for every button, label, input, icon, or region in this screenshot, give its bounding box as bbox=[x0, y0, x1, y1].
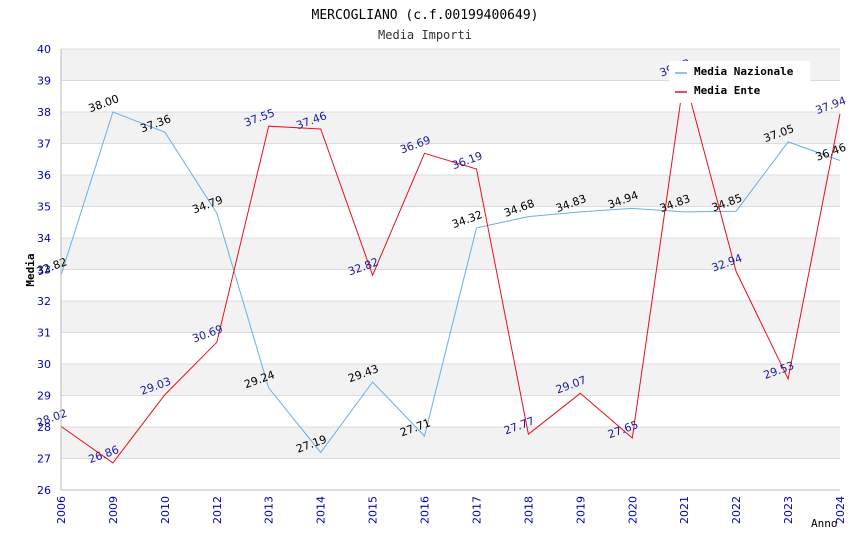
x-tick-label: 2016 bbox=[419, 496, 432, 524]
x-tick-label: 2006 bbox=[55, 496, 68, 524]
x-tick-label: 2024 bbox=[834, 496, 847, 524]
y-tick-label: 38 bbox=[37, 106, 51, 119]
axes: 26 27 28 29 30 31 32 33 34 35 36 37 38 39 40 2006 2009 20… bbox=[37, 43, 847, 524]
y-tick-label: 26 bbox=[37, 484, 51, 497]
legend-label-media-nazionale: Media Nazionale bbox=[694, 65, 794, 78]
y-tick-label: 34 bbox=[37, 232, 51, 245]
x-tick-label: 2009 bbox=[107, 496, 120, 524]
y-tick-label: 36 bbox=[37, 169, 51, 182]
y-tick-label: 27 bbox=[37, 453, 51, 466]
x-tick-label: 2014 bbox=[315, 496, 328, 524]
series-line-media-nazionale bbox=[60, 111, 841, 454]
y-tick-label: 31 bbox=[37, 327, 51, 340]
x-tick-label: 2020 bbox=[626, 496, 639, 524]
y-axis-title: Media bbox=[24, 253, 37, 286]
x-tick-label: 2021 bbox=[678, 496, 691, 524]
x-tick-label: 2015 bbox=[367, 496, 380, 524]
legend-box bbox=[669, 61, 810, 103]
y-tick-label: 35 bbox=[37, 201, 51, 214]
x-tick-label: 2018 bbox=[522, 496, 535, 524]
x-tick-label: 2010 bbox=[159, 496, 172, 524]
chart-subtitle: Media Importi bbox=[378, 28, 472, 42]
x-tick-label: 2023 bbox=[782, 496, 795, 524]
plot-band bbox=[61, 238, 840, 270]
x-tick-label: 2022 bbox=[730, 496, 743, 524]
x-tick-label: 2012 bbox=[211, 496, 224, 524]
x-tick-label: 2019 bbox=[574, 496, 587, 524]
plot-band bbox=[61, 175, 840, 207]
y-tick-label: 33 bbox=[37, 264, 51, 277]
plot-bands bbox=[61, 49, 840, 459]
y-tick-label: 28 bbox=[37, 421, 51, 434]
y-tick-label: 29 bbox=[37, 390, 51, 403]
plot-band bbox=[61, 301, 840, 333]
y-tick-label: 30 bbox=[37, 358, 51, 371]
legend-label-media-ente: Media Ente bbox=[694, 84, 761, 97]
x-tick-label: 2013 bbox=[263, 496, 276, 524]
y-tick-label: 37 bbox=[37, 138, 51, 151]
x-tick-label: 2017 bbox=[470, 496, 483, 524]
x-axis-title: Anno bbox=[811, 517, 838, 530]
legend: Media Nazionale Media Ente bbox=[669, 61, 810, 103]
y-tick-label: 39 bbox=[37, 75, 51, 88]
series-line-media-ente bbox=[60, 76, 841, 464]
chart-title: MERCOGLIANO (c.f.00199400649) bbox=[312, 8, 539, 23]
plot-band bbox=[61, 364, 840, 396]
y-tick-label: 32 bbox=[37, 295, 51, 308]
series-lines bbox=[60, 76, 841, 464]
plot-band bbox=[61, 427, 840, 459]
y-tick-label: 40 bbox=[37, 43, 51, 56]
plot-band bbox=[61, 112, 840, 144]
